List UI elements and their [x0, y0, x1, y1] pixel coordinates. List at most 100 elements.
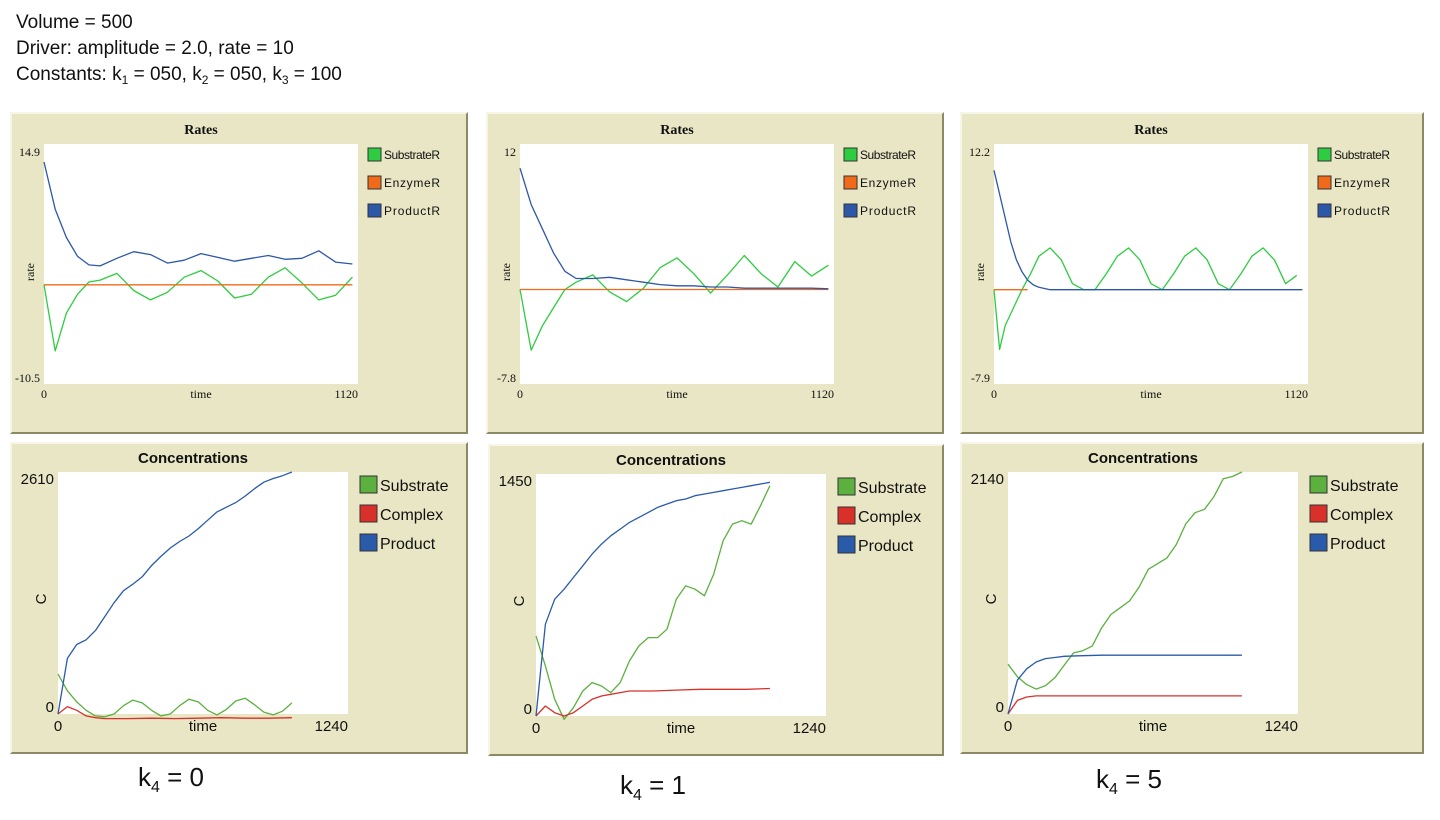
- legend-label-productr: ProductR: [384, 204, 440, 218]
- constants-prefix: Constants: k: [16, 64, 122, 85]
- series-line-complex: [535, 687, 770, 717]
- k2-subscript: 2: [201, 73, 209, 87]
- volume-line: Volume = 500: [16, 12, 133, 33]
- legend-label-product: Product: [380, 536, 436, 553]
- x-tick-max: 1120: [810, 387, 834, 401]
- series-line-substrate: [1007, 471, 1243, 690]
- x-tick-max: 1240: [793, 720, 826, 737]
- legend-label-substrater: SubstrateR: [1334, 148, 1390, 162]
- legend-label-enzymer: EnzymeR: [384, 176, 440, 190]
- concentrations-chart-2: Concentrations 1450 0 C 0 1240 time Substrate Co…: [499, 452, 927, 737]
- legend-swatch-productr: [843, 203, 858, 218]
- rates-chart-3: Rates 12.2 -7.9 rate 0 1120 time SubstrateR Enzy…: [969, 123, 1390, 401]
- legend-swatch-product: [359, 533, 378, 552]
- plot-area: [44, 144, 358, 384]
- series-line-product: [1007, 654, 1242, 715]
- legend-swatch-substrate: [359, 475, 378, 494]
- constants-mid1: = 050, k: [128, 64, 202, 85]
- k1-subscript: 1: [121, 73, 129, 87]
- k-letter: k: [138, 762, 151, 792]
- legend-label-enzymer: EnzymeR: [860, 176, 916, 190]
- rates-chart-1: Rates 14.9 -10.5 rate 0 1120 time SubstrateR Enz…: [15, 123, 440, 401]
- series-line-substrate: [57, 673, 293, 718]
- legend-label-substrate: Substrate: [858, 480, 927, 497]
- legend-label-substrater: SubstrateR: [860, 148, 916, 162]
- y-tick-min: 0: [46, 699, 54, 716]
- legend-label-enzymer: EnzymeR: [1334, 176, 1390, 190]
- y-tick-min: 0: [996, 699, 1004, 716]
- legend-swatch-substrate: [837, 477, 856, 496]
- legend-swatch-productr: [1317, 203, 1332, 218]
- x-axis-label: time: [1140, 387, 1161, 401]
- x-tick-min: 0: [991, 387, 997, 401]
- legend-swatch-enzymer: [367, 175, 382, 190]
- k4-label-2: k4 = 1: [620, 770, 686, 804]
- legend-swatch-substrater: [1317, 147, 1332, 162]
- legend-label-productr: ProductR: [1334, 204, 1390, 218]
- x-tick-max: 1120: [334, 387, 358, 401]
- x-axis-label: time: [189, 718, 217, 735]
- legend-swatch-enzymer: [1317, 175, 1332, 190]
- y-axis-label: rate: [23, 263, 37, 281]
- series-line-productr: [993, 170, 1303, 291]
- legend-swatch-substrate: [1309, 475, 1328, 494]
- series-line-productr: [519, 168, 829, 290]
- constants-mid2: = 050, k: [208, 64, 282, 85]
- legend-label-complex: Complex: [858, 509, 921, 526]
- k4-label-3: k4 = 5: [1096, 764, 1162, 798]
- concentrations-chart-3: Concentrations 2140 0 C 0 1240 time Substrate Co…: [971, 450, 1399, 735]
- x-axis-label: time: [666, 387, 687, 401]
- legend-label-productr: ProductR: [860, 204, 916, 218]
- x-tick-max: 1120: [1284, 387, 1308, 401]
- legend-swatch-product: [837, 535, 856, 554]
- chart-title: Concentrations: [1088, 450, 1198, 467]
- k-letter: k: [620, 770, 633, 800]
- y-tick-max: 1450: [499, 473, 532, 490]
- rates-panel-1: Rates 14.9 -10.5 rate 0 1120 time SubstrateR Enz…: [10, 112, 468, 434]
- parameter-header: Volume = 500 Driver: amplitude = 2.0, ra…: [16, 10, 342, 88]
- legend-swatch-enzymer: [843, 175, 858, 190]
- legend-swatch-substrater: [843, 147, 858, 162]
- series-line-product: [57, 471, 293, 715]
- k-subscript: 4: [633, 787, 642, 804]
- plot-area: [520, 144, 834, 384]
- legend-swatch-substrater: [367, 147, 382, 162]
- series-line-complex: [57, 705, 292, 720]
- k-value: = 1: [641, 770, 686, 800]
- x-tick-max: 1240: [315, 718, 348, 735]
- y-axis-label: rate: [499, 263, 513, 281]
- chart-title: Rates: [660, 123, 694, 138]
- chart-title: Rates: [184, 123, 218, 138]
- y-axis-label: C: [983, 593, 1000, 604]
- rates-chart-2: Rates 12 -7.8 rate 0 1120 time SubstrateR Enzyme…: [497, 123, 916, 401]
- y-tick-min: -7.9: [971, 371, 990, 385]
- legend-swatch-complex: [837, 506, 856, 525]
- legend-swatch-complex: [359, 504, 378, 523]
- concentrations-panel-3: Concentrations 2140 0 C 0 1240 time Substrate Co…: [960, 442, 1424, 754]
- legend-swatch-productr: [367, 203, 382, 218]
- series-line-substrate: [535, 485, 771, 720]
- chart-title: Concentrations: [616, 452, 726, 469]
- k-subscript: 4: [1109, 781, 1118, 798]
- series-line-product: [535, 481, 771, 717]
- concentrations-panel-2: Concentrations 1450 0 C 0 1240 time Substrate Co…: [488, 444, 944, 756]
- k-value: = 0: [159, 762, 204, 792]
- plot-area: [536, 474, 826, 716]
- y-tick-max: 2140: [971, 471, 1004, 488]
- k-letter: k: [1096, 764, 1109, 794]
- series-line-complex: [1007, 695, 1242, 715]
- y-tick-min: -10.5: [15, 371, 40, 385]
- plot-area: [58, 472, 348, 714]
- k3-subscript: 3: [281, 73, 289, 87]
- legend-swatch-complex: [1309, 504, 1328, 523]
- y-tick-min: 0: [524, 701, 532, 718]
- legend-label-complex: Complex: [380, 507, 443, 524]
- legend-label-substrate: Substrate: [380, 478, 449, 495]
- k-subscript: 4: [151, 779, 160, 796]
- constants-line: Constants: k1 = 050, k2 = 050, k3 = 100: [16, 62, 342, 88]
- x-tick-min: 0: [517, 387, 523, 401]
- series-line-substrater: [519, 254, 829, 351]
- y-axis-label: C: [511, 595, 528, 606]
- legend-swatch-product: [1309, 533, 1328, 552]
- chart-title: Concentrations: [138, 450, 248, 467]
